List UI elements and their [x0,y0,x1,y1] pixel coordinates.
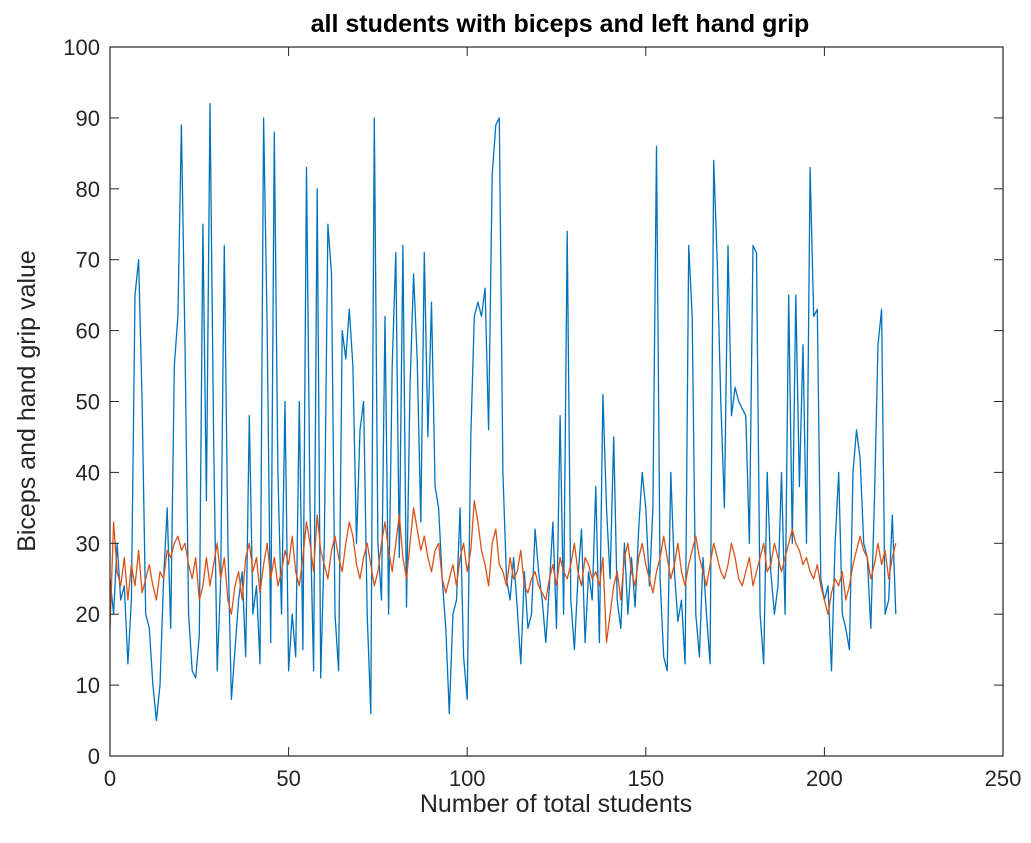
x-tick-label: 50 [276,766,300,791]
x-tick-label: 150 [627,766,664,791]
y-tick-label: 90 [76,106,100,131]
y-tick-label: 40 [76,460,100,485]
x-tick-label: 0 [104,766,116,791]
x-axis-label: Number of total students [420,790,692,818]
y-tick-label: 70 [76,248,100,273]
y-tick-label: 50 [76,390,100,415]
x-tick-label: 100 [449,766,486,791]
x-tick-label: 200 [806,766,843,791]
y-tick-label: 10 [76,673,100,698]
y-tick-label: 100 [63,35,100,60]
plot-area [110,47,1003,756]
chart-title: all students with biceps and left hand g… [311,10,810,38]
y-tick-label: 0 [88,744,100,769]
x-tick-label: 250 [985,766,1022,791]
axes-background [110,47,1003,756]
y-axis-label: Biceps and hand grip value [13,250,41,552]
y-tick-label: 20 [76,602,100,627]
y-tick-label: 60 [76,319,100,344]
y-tick-label: 80 [76,177,100,202]
y-tick-label: 30 [76,531,100,556]
